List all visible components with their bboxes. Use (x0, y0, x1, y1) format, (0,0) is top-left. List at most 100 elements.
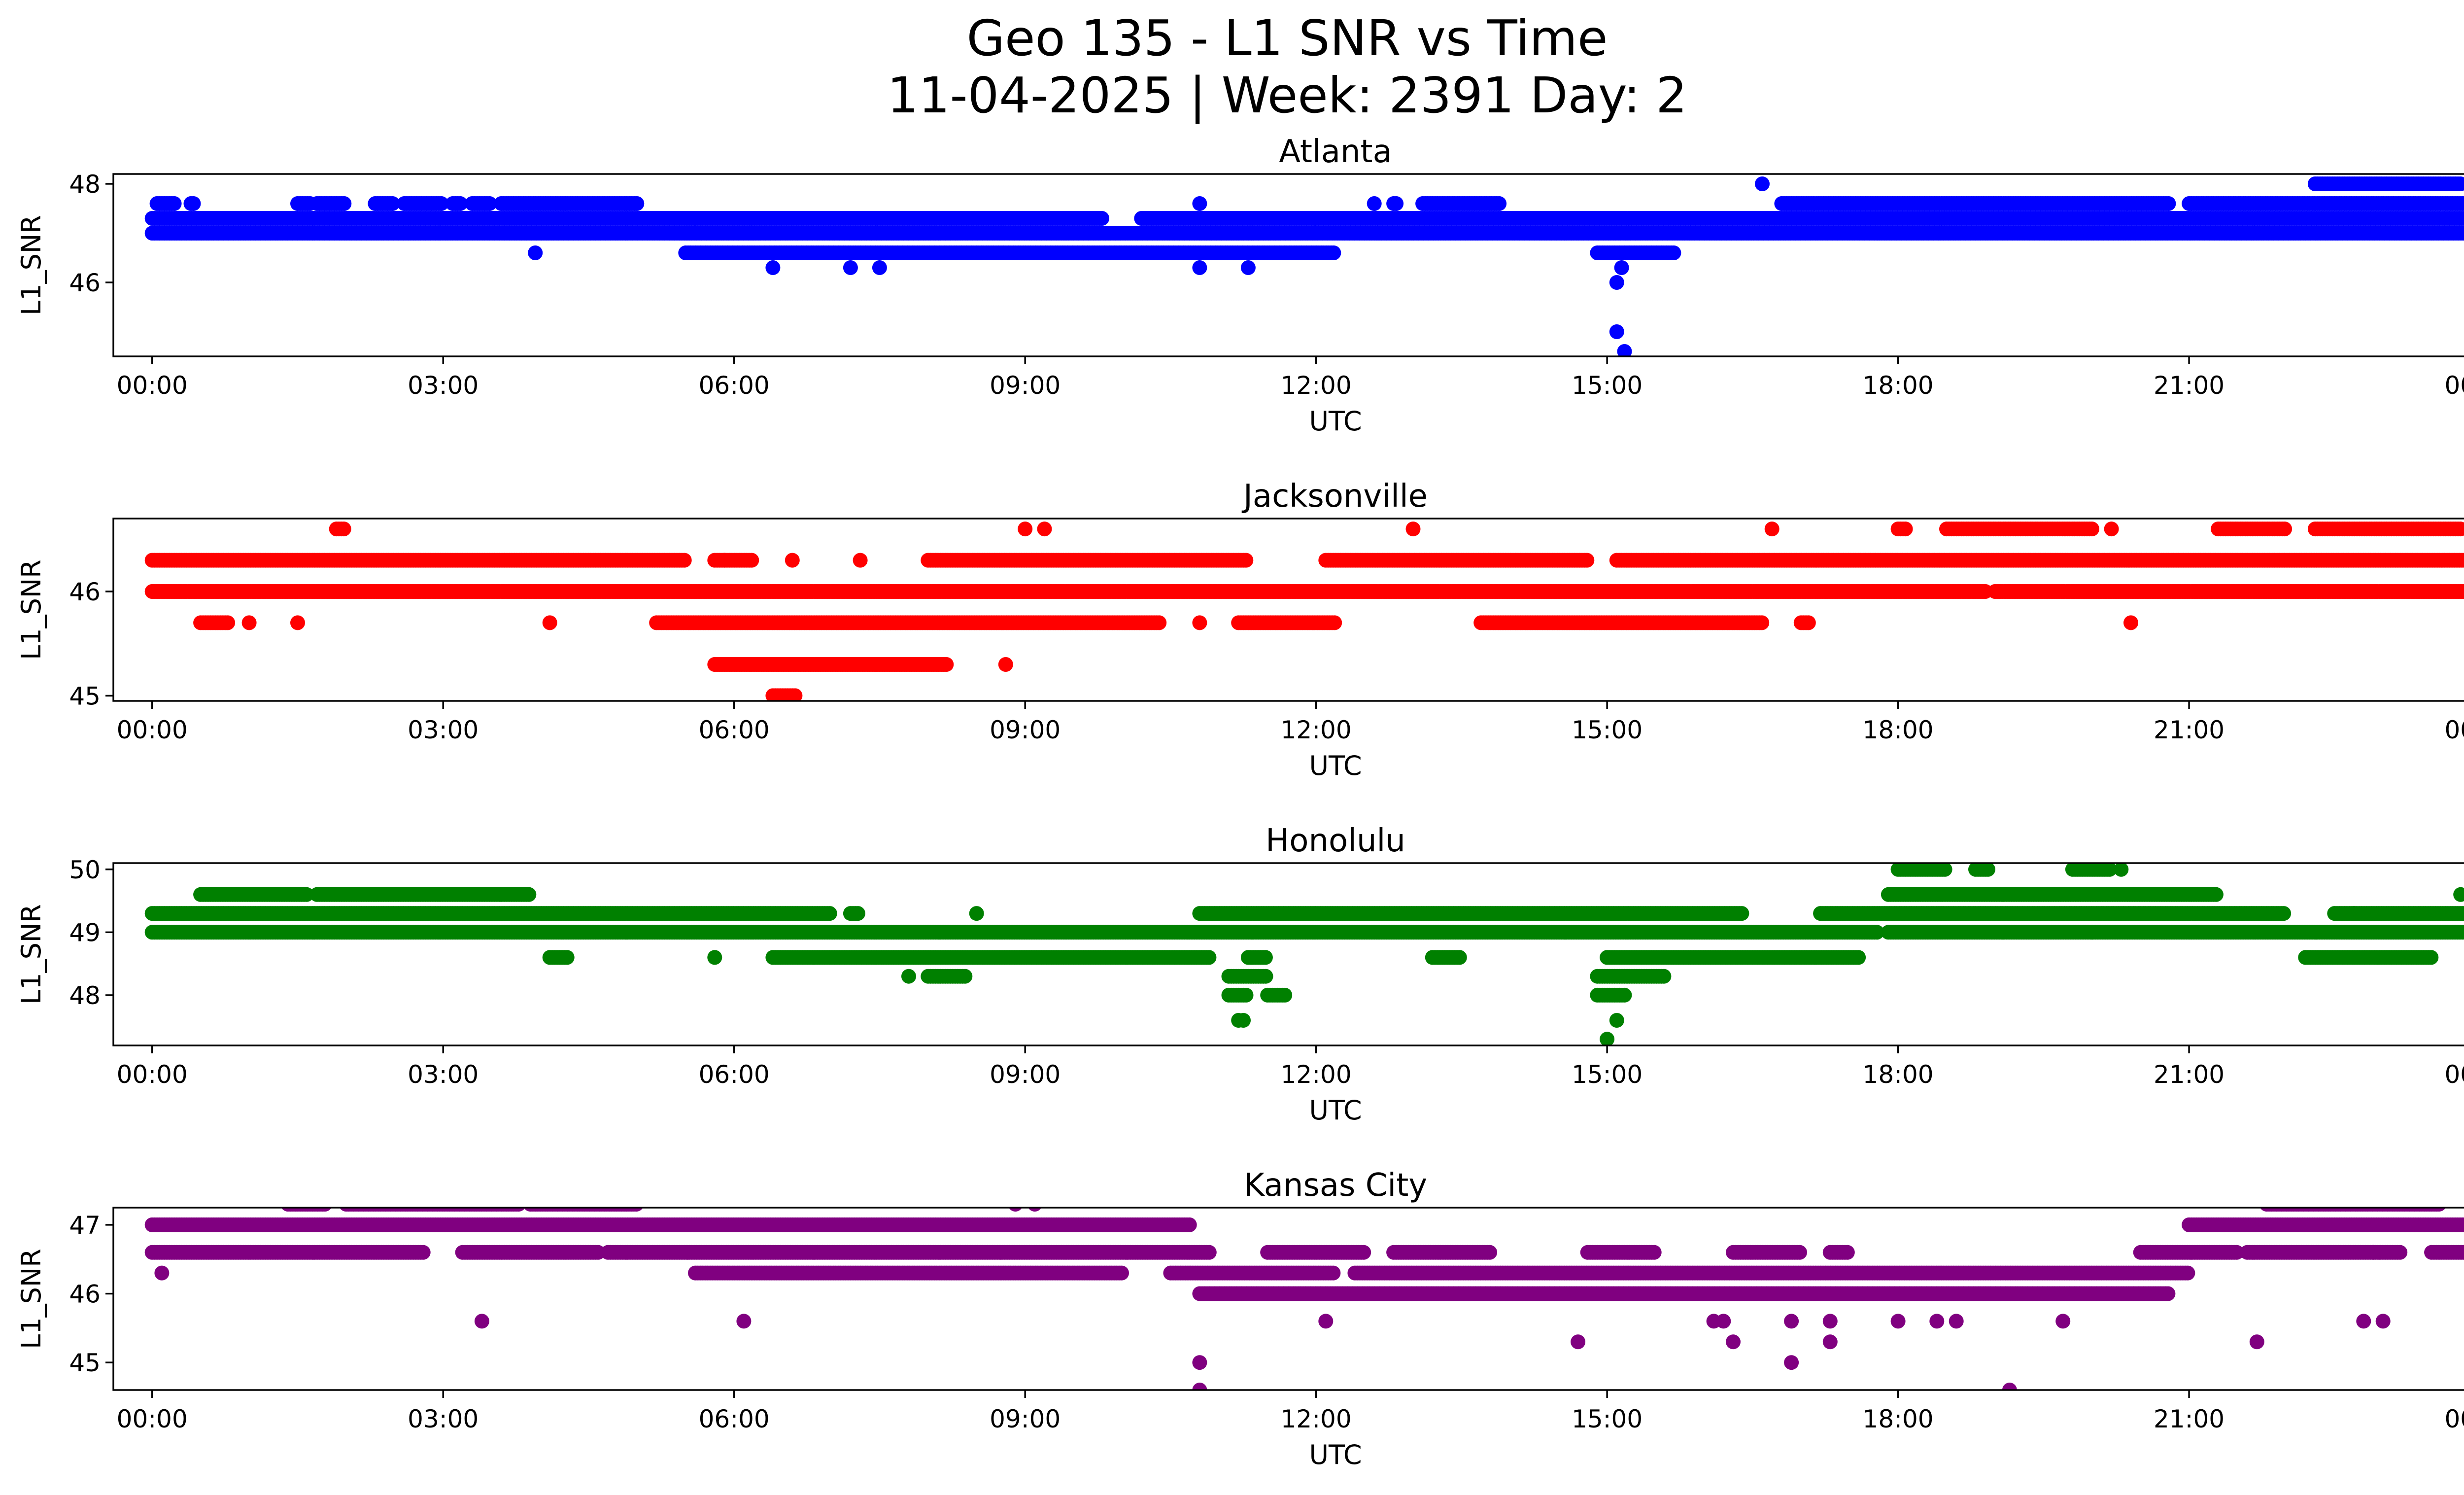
atlanta-x-tick-label: 00:00 (117, 371, 188, 400)
atlanta-data-point (2161, 196, 2176, 211)
atlanta-axes-frame (112, 173, 2464, 357)
jacksonville-data-point (2462, 555, 2464, 566)
atlanta-data-point (629, 196, 645, 211)
atlanta-run-2-segment-1 (183, 196, 201, 211)
atlanta-data-point (872, 260, 887, 275)
atlanta-run-1-segment-1 (688, 211, 1109, 226)
jacksonville-data-point (787, 688, 803, 701)
atlanta-data-point (2460, 197, 2464, 210)
jacksonville-data-point (1152, 615, 1167, 630)
atlanta-data-point (1367, 196, 1382, 211)
atlanta-subplot: Atlanta 00:00 03:00 06:00 09:00 12:00 15:00 18:… (16, 134, 2464, 437)
atlanta-y-tick-label: 46 (69, 269, 101, 297)
atlanta-x-tick-label: 12:00 (1281, 371, 1352, 400)
atlanta-data-point (1492, 196, 1507, 211)
atlanta-y-axis-label: L1_SNR (16, 215, 47, 315)
atlanta-title: Atlanta (1279, 134, 1392, 170)
jacksonville-data-point (1238, 553, 1254, 568)
atlanta-run-2-segment-10 (1415, 196, 1507, 211)
atlanta-data-point (385, 196, 400, 211)
atlanta-data-point (167, 196, 182, 211)
atlanta-x-tick-label: 18:00 (1863, 371, 1934, 400)
atlanta-data-point (452, 196, 468, 211)
jacksonville-run-1-segment-0 (144, 553, 692, 568)
atlanta-data-point (2463, 229, 2464, 237)
jacksonville-data-point (220, 615, 236, 630)
atlanta-data-point (337, 196, 352, 211)
jacksonville-run-1-segment-1 (707, 553, 759, 568)
jacksonville-run-2-segment-4 (1793, 615, 1816, 630)
atlanta-data-point (1666, 245, 1681, 260)
jacksonville-data-point (1579, 553, 1595, 568)
subplot-grid: Atlanta 00:00 03:00 06:00 09:00 12:00 15:00 18:… (16, 134, 2464, 1470)
atlanta-run-2-segment-5 (397, 196, 449, 211)
atlanta-data-point (1095, 211, 1109, 226)
atlanta-data-point (2462, 213, 2464, 224)
atlanta-data-point (1609, 324, 1624, 339)
atlanta-data-point (765, 260, 781, 275)
jacksonville-points (144, 522, 2464, 701)
atlanta-data-point (1614, 260, 1629, 275)
atlanta-data-point (1389, 196, 1404, 211)
atlanta-data-point (1326, 245, 1341, 260)
atlanta-data-point (1192, 196, 1207, 211)
jacksonville-run-0-segment-0 (144, 584, 1993, 599)
jacksonville-run-2-segment-2 (1231, 615, 1342, 630)
atlanta-run-3-segment-1 (1590, 245, 1681, 260)
jacksonville-run-2-segment-0 (193, 615, 236, 630)
jacksonville-run-1-segment-4 (1609, 553, 2464, 568)
jacksonville-data-point (677, 553, 692, 568)
atlanta-x-tick-label: 15:00 (1572, 371, 1643, 400)
jacksonville-run-1-segment-2 (921, 553, 1254, 568)
atlanta-x-tick-label: 03:00 (408, 371, 479, 400)
atlanta-run-1-segment-2 (1134, 211, 1322, 226)
atlanta-run-1-segment-0 (144, 211, 702, 226)
atlanta-run-2-segment-7 (465, 196, 497, 211)
atlanta-y-tick-label: 48 (69, 170, 101, 199)
figure-title-line-2: 11-04-2025 | Week: 2391 Day: 2 (887, 67, 1687, 124)
jacksonville-run-2-segment-1 (649, 615, 1167, 630)
jacksonville-run-2-segment-3 (1473, 615, 1770, 630)
atlanta-data-point (1617, 344, 1632, 356)
atlanta-x-tick-label: 06:00 (699, 371, 770, 400)
jacksonville-data-point (939, 657, 954, 672)
atlanta-data-point (2461, 227, 2464, 240)
atlanta-run-2-segment-0 (149, 196, 182, 211)
jacksonville-data-point (1801, 615, 1816, 630)
atlanta-run-2-segment-9 (1386, 196, 1404, 211)
atlanta-run-3-segment-0 (678, 245, 1341, 260)
atlanta-data-point (843, 260, 858, 275)
atlanta-run-2-segment-11 (1774, 196, 2176, 211)
atlanta-data-point (2463, 199, 2464, 208)
atlanta-run-4-segment-0 (2307, 176, 2464, 191)
atlanta-x-axis-label: UTC (1309, 406, 1362, 437)
jacksonville-run-1-segment-3 (1318, 553, 1595, 568)
atlanta-data-point (2453, 176, 2464, 191)
jacksonville-title: Jacksonville (1241, 478, 1428, 515)
atlanta-x-tick-label: 21:00 (2154, 371, 2224, 400)
atlanta-data-point (1192, 260, 1207, 275)
jacksonville-run-0-segment-1 (1987, 584, 2464, 599)
atlanta-points (144, 176, 2464, 356)
atlanta-data-point (186, 196, 201, 211)
atlanta-x-tick-label: 00:00 (2444, 371, 2464, 400)
atlanta-run-2-segment-6 (445, 196, 468, 211)
jacksonville-data-point (744, 553, 759, 568)
atlanta-x-tick-label: 09:00 (990, 371, 1061, 400)
atlanta-run-1-segment-3 (1308, 211, 2464, 226)
atlanta-data-point (434, 196, 449, 211)
atlanta-run-2-segment-8 (494, 196, 645, 211)
figure-title-line-1: Geo 135 - L1 SNR vs Time (967, 9, 1608, 67)
atlanta-data-point (482, 196, 497, 211)
atlanta-run-0-segment-0 (144, 226, 2464, 241)
jacksonville-run-4-segment-0 (765, 688, 803, 701)
atlanta-data-point (1755, 176, 1770, 191)
atlanta-run-2-segment-4 (368, 196, 400, 211)
atlanta-data-point (1240, 260, 1256, 275)
atlanta-data-point (1609, 275, 1624, 290)
atlanta-run-2-segment-12 (2182, 196, 2464, 211)
atlanta-run-2-segment-3 (309, 196, 352, 211)
